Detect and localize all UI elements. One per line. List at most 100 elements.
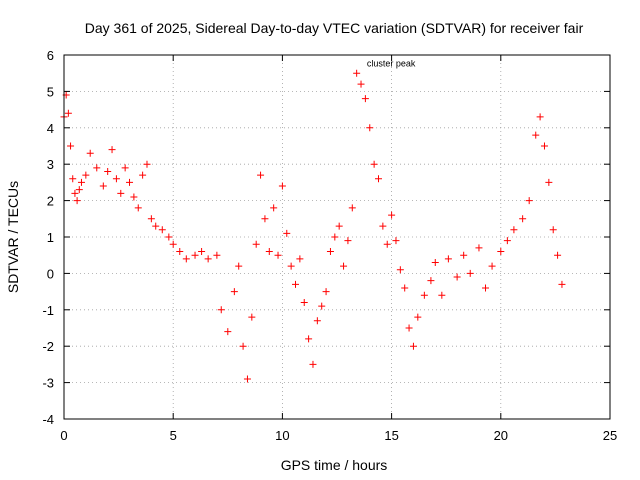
data-point <box>176 248 184 256</box>
data-point <box>438 291 446 299</box>
data-point <box>191 251 199 259</box>
data-point <box>414 313 422 321</box>
data-point <box>117 189 125 197</box>
data-point <box>322 288 330 296</box>
data-point <box>309 360 317 368</box>
data-point <box>300 299 308 307</box>
data-point <box>340 262 348 270</box>
y-axis-label: SDTVAR / TECUs <box>5 181 21 293</box>
data-point <box>305 335 313 343</box>
x-tick-label: 15 <box>384 428 398 443</box>
data-point <box>383 240 391 248</box>
data-point <box>532 131 540 139</box>
data-point <box>71 189 79 197</box>
y-tick-label: -1 <box>42 303 54 318</box>
data-point <box>217 306 225 314</box>
data-point <box>143 160 151 168</box>
data-point <box>243 375 251 383</box>
data-point <box>460 251 468 259</box>
data-point <box>344 237 352 245</box>
data-point <box>482 284 490 292</box>
data-point <box>283 229 291 237</box>
x-tick-label: 0 <box>60 428 67 443</box>
data-point <box>169 240 177 248</box>
data-point <box>353 69 361 77</box>
y-tick-label: 3 <box>47 157 54 172</box>
data-point <box>104 167 112 175</box>
data-point <box>466 269 474 277</box>
grid <box>64 55 610 419</box>
axis-ticks: 0 5 10 15 20 25 -4 -3 -2 -1 0 1 2 3 4 5 6 <box>42 48 617 443</box>
data-point <box>139 171 147 179</box>
data-point <box>108 146 116 154</box>
data-point <box>121 164 129 172</box>
data-point <box>296 255 304 263</box>
data-point <box>204 255 212 263</box>
y-tick-label: -2 <box>42 339 54 354</box>
y-tick-label: 6 <box>47 48 54 63</box>
data-point <box>427 277 435 285</box>
x-tick-label: 5 <box>170 428 177 443</box>
data-point <box>444 255 452 263</box>
data-point <box>370 160 378 168</box>
data-point <box>396 266 404 274</box>
data-point <box>431 258 439 266</box>
data-points: cluster peak <box>60 58 566 383</box>
data-point <box>278 182 286 190</box>
y-tick-label: 5 <box>47 84 54 99</box>
data-point <box>73 197 81 205</box>
data-point <box>147 215 155 223</box>
data-point <box>158 226 166 234</box>
data-point <box>69 175 77 183</box>
y-tick-label: 0 <box>47 266 54 281</box>
data-point <box>510 226 518 234</box>
data-point <box>357 80 365 88</box>
data-point <box>99 182 107 190</box>
data-point <box>366 124 374 132</box>
data-point <box>248 313 256 321</box>
data-point <box>224 328 232 336</box>
data-point <box>409 342 417 350</box>
data-point <box>64 109 72 117</box>
data-point <box>126 178 134 186</box>
data-point <box>318 302 326 310</box>
data-point <box>93 164 101 172</box>
data-point <box>497 248 505 256</box>
y-tick-label: -3 <box>42 376 54 391</box>
data-point <box>379 222 387 230</box>
data-point <box>152 222 160 230</box>
y-tick-label: 2 <box>47 194 54 209</box>
x-axis-label: GPS time / hours <box>281 457 388 473</box>
x-tick-label: 25 <box>603 428 617 443</box>
x-tick-label: 10 <box>275 428 289 443</box>
data-point <box>67 142 75 150</box>
y-tick-label: -4 <box>42 412 54 427</box>
data-point <box>401 284 409 292</box>
data-point <box>503 237 511 245</box>
data-point <box>392 237 400 245</box>
data-point <box>313 317 321 325</box>
data-point <box>453 273 461 281</box>
data-point <box>292 280 300 288</box>
data-point <box>549 226 557 234</box>
y-tick-label: 4 <box>47 121 54 136</box>
data-point <box>213 251 221 259</box>
data-point <box>331 233 339 241</box>
data-point <box>239 342 247 350</box>
data-point <box>82 171 90 179</box>
data-point <box>235 262 243 270</box>
data-point <box>252 240 260 248</box>
data-point <box>77 178 85 186</box>
chart-title: Day 361 of 2025, Sidereal Day-to-day VTE… <box>85 20 584 36</box>
data-point <box>130 193 138 201</box>
x-tick-label: 20 <box>494 428 508 443</box>
data-point <box>257 171 265 179</box>
annotation-label: cluster peak <box>367 58 416 68</box>
data-point <box>274 251 282 259</box>
data-point <box>134 204 142 212</box>
data-point <box>165 233 173 241</box>
data-point <box>348 204 356 212</box>
data-point <box>405 324 413 332</box>
